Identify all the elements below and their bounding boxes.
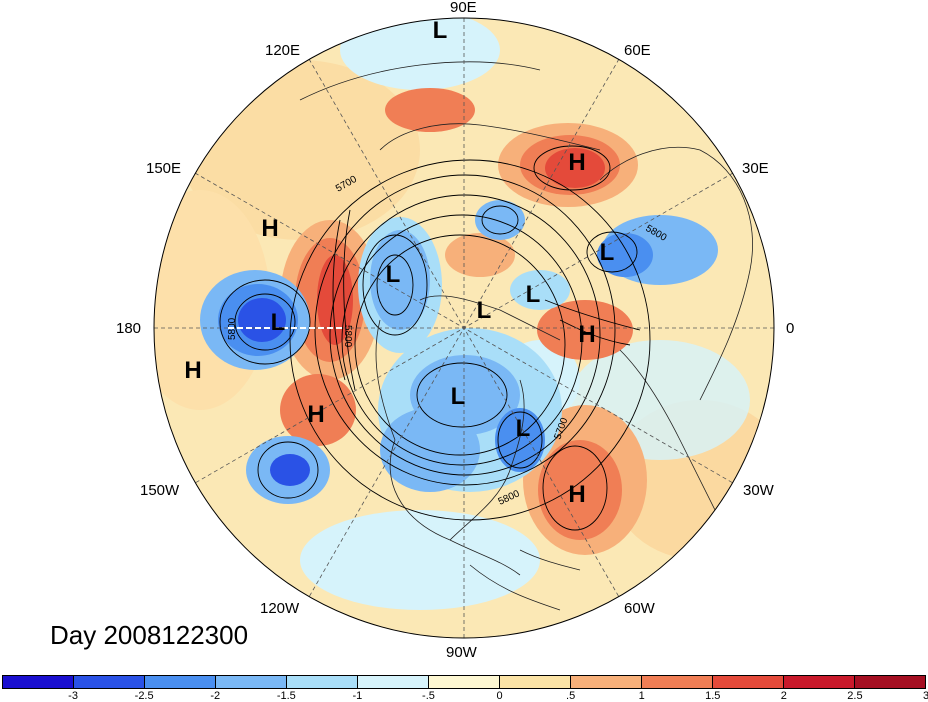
center-marker: H: [307, 401, 324, 428]
lon-label-30w: 30W: [743, 482, 774, 499]
colorbar-tick-label: -.5: [422, 690, 435, 702]
center-marker: H: [568, 481, 585, 508]
lon-label-150w: 150W: [140, 482, 180, 499]
colorbar-swatch: [3, 676, 74, 688]
lon-label-90w: 90W: [446, 644, 477, 661]
colorbar-swatch: [74, 676, 145, 688]
colorbar-swatch: [571, 676, 642, 688]
lon-label-90e: 90E: [450, 0, 477, 16]
lon-label-120e: 120E: [265, 42, 301, 59]
colorbar-tick-label: -3: [68, 690, 78, 702]
lon-label-60w: 60W: [624, 600, 655, 617]
colorbar-tick-label: 1.5: [705, 690, 721, 702]
height-contours: [219, 145, 651, 531]
lon-label-0: 0: [786, 320, 795, 337]
center-marker: H: [578, 321, 595, 348]
colorbar-swatch: [713, 676, 784, 688]
colorbar-tick-label: -1.5: [276, 690, 296, 702]
colorbar-swatch: [429, 676, 500, 688]
colorbar-tick-label: 2.5: [847, 690, 863, 702]
colorbar-swatch: [642, 676, 713, 688]
lon-label-180: 180: [116, 320, 142, 337]
colorbar-tick-label: -2.5: [134, 690, 154, 702]
center-marker: L: [433, 17, 448, 44]
center-marker: L: [516, 415, 531, 442]
colorbar-swatch: [145, 676, 216, 688]
pressure-centers: L H H L L L L H L H H L L H: [184, 17, 614, 508]
colorbar-swatch: [358, 676, 429, 688]
center-marker: H: [568, 149, 585, 176]
center-marker: L: [271, 309, 286, 336]
colorbar: [2, 675, 926, 689]
center-marker: L: [386, 261, 401, 288]
lon-label-30e: 30E: [742, 160, 769, 177]
lon-label-60e: 60E: [624, 42, 651, 59]
colorbar-tick-label: 2: [780, 690, 787, 702]
map-boundary: [153, 17, 775, 639]
colorbar-swatch: [216, 676, 287, 688]
lon-label-120w: 120W: [260, 600, 300, 617]
colorbar-swatch: [287, 676, 358, 688]
colorbar-tick-label: 1: [638, 690, 645, 702]
center-marker: H: [261, 215, 278, 242]
colorbar-tick-label: -1: [352, 690, 363, 702]
colorbar-tick-label: 3: [922, 690, 928, 702]
lon-label-150e: 150E: [146, 160, 182, 177]
center-marker: L: [451, 383, 466, 410]
contour-label: 5800: [342, 325, 353, 348]
colorbar-tick-label: .5: [566, 690, 576, 702]
colorbar-swatch: [500, 676, 571, 688]
graticule: [154, 18, 774, 638]
center-marker: L: [477, 297, 492, 324]
center-marker: L: [526, 281, 541, 308]
center-marker: H: [184, 357, 201, 384]
colorbar-swatch: [855, 676, 925, 688]
colorbar-swatch: [784, 676, 855, 688]
colorbar-tick-label: 0: [496, 690, 503, 702]
center-marker: L: [600, 239, 615, 266]
colorbar-tick-label: -2: [210, 690, 221, 702]
plot-title: Day 2008122300: [50, 620, 249, 650]
